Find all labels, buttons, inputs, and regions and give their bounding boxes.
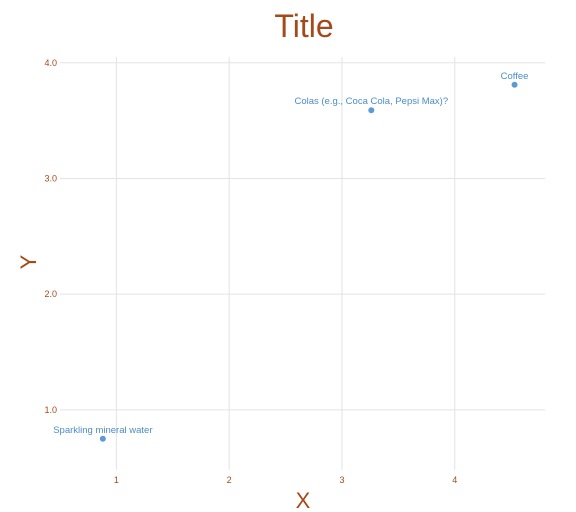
data-point [511,81,518,88]
data-point-label: Sparkling mineral water [53,425,152,436]
x-tick-label: 2 [227,475,232,485]
data-point-labels: Sparkling mineral water Colas (e.g., Coca… [53,71,528,436]
x-tick-labels: 1 2 3 4 [114,475,457,485]
x-axis-title: X [296,488,311,512]
data-point [368,107,375,114]
y-tick-label: 4.0 [44,58,57,68]
data-point-label: Coffee [501,71,529,82]
y-tick-label: 1.0 [44,405,57,415]
grid [60,57,545,470]
data-points [99,81,518,442]
chart-title: Title [274,8,333,44]
y-axis-title: Y [16,254,41,269]
y-tick-labels: 1.0 2.0 3.0 4.0 [44,58,57,415]
x-tick-label: 4 [452,475,457,485]
y-tick-label: 3.0 [44,173,57,183]
x-tick-label: 3 [339,475,344,485]
data-point [99,435,106,442]
y-tick-label: 2.0 [44,289,57,299]
data-point-label: Colas (e.g., Coca Cola, Pepsi Max)? [294,96,448,107]
x-tick-label: 1 [114,475,119,485]
